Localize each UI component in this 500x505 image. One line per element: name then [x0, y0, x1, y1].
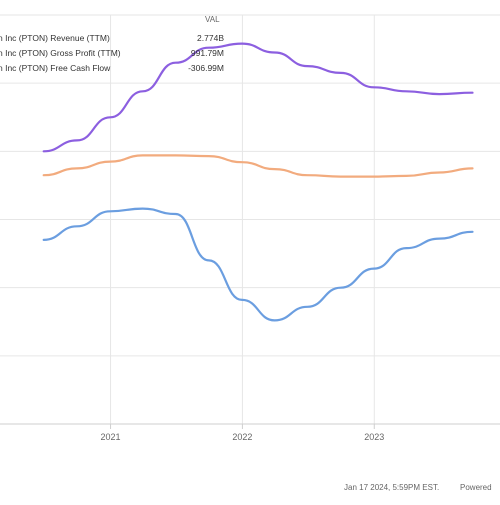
x-axis: 2021 2022 2023 — [0, 423, 500, 442]
legend-value: 991.79M — [191, 48, 224, 58]
footer: Jan 17 2024, 5:59PM EST. Powered — [344, 483, 492, 492]
x-tick-label: 2023 — [364, 432, 384, 442]
legend-entry: n Inc (PTON) Gross Profit (TTM) 991.79M — [0, 48, 224, 58]
series-layer — [42, 42, 474, 322]
series-0 — [42, 42, 474, 153]
legend-label: n Inc (PTON) Revenue (TTM) — [0, 33, 110, 43]
x-tick-label: 2022 — [232, 432, 252, 442]
legend-header-value: VAL — [205, 15, 220, 24]
legend-entry: n Inc (PTON) Revenue (TTM) 2.774B — [0, 33, 224, 43]
grid — [0, 14, 500, 425]
footer-timestamp: Jan 17 2024, 5:59PM EST. — [344, 483, 439, 492]
series-line — [42, 207, 474, 322]
legend-entry: n Inc (PTON) Free Cash Flow -306.99M — [0, 63, 224, 73]
series-line — [42, 42, 474, 153]
series-line — [42, 154, 474, 178]
footer-credit: Powered — [460, 483, 492, 492]
legend-value: 2.774B — [197, 33, 224, 43]
legend-label: n Inc (PTON) Gross Profit (TTM) — [0, 48, 121, 58]
legend-value: -306.99M — [188, 63, 224, 73]
series-1 — [42, 154, 474, 178]
x-tick-label: 2021 — [101, 432, 121, 442]
series-2 — [42, 207, 474, 322]
legend-label: n Inc (PTON) Free Cash Flow — [0, 63, 111, 73]
